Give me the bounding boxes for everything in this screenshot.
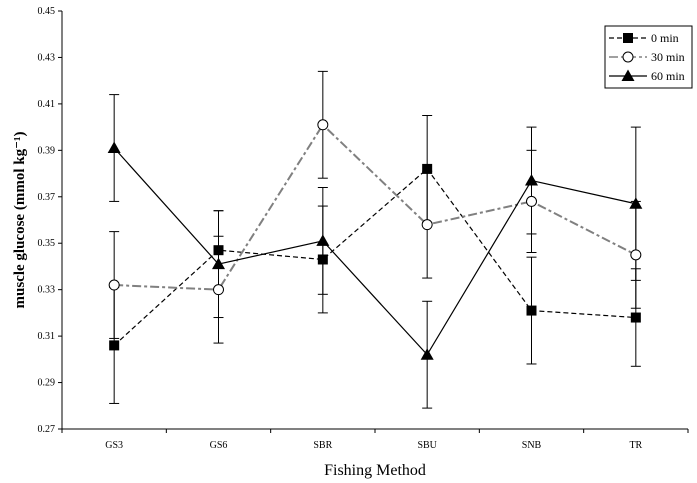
legend-label: 30 min bbox=[651, 50, 685, 64]
marker-triangle bbox=[420, 348, 434, 360]
y-tick-label: 0.33 bbox=[38, 285, 56, 296]
y-tick-label: 0.29 bbox=[38, 378, 56, 389]
y-tick-label: 0.41 bbox=[38, 99, 56, 110]
y-tick-label: 0.31 bbox=[38, 331, 56, 342]
marker-circle bbox=[317, 119, 329, 131]
series-line bbox=[114, 123, 637, 291]
error-bars bbox=[109, 115, 641, 404]
marker-circle bbox=[622, 51, 634, 63]
marker-triangle bbox=[212, 257, 225, 270]
series-points bbox=[107, 141, 643, 360]
axes: 0.27 0.29 0.31 0.33 0.35 0.37 0.39 0.41 0.43 0.45… bbox=[38, 6, 689, 451]
series-line bbox=[113, 147, 636, 356]
y-tick-label: 0.37 bbox=[38, 192, 56, 203]
x-tick-label: SBU bbox=[417, 440, 437, 451]
y-tick-label: 0.45 bbox=[38, 6, 56, 17]
y-tick-label: 0.35 bbox=[38, 238, 56, 249]
error-bars bbox=[109, 94, 641, 409]
marker-square bbox=[526, 305, 537, 316]
marker-circle bbox=[526, 195, 537, 207]
y-tick-label: 0.43 bbox=[38, 52, 56, 63]
legend-label: 60 min bbox=[651, 69, 685, 83]
series-line bbox=[113, 168, 636, 346]
x-tick-label: GS3 bbox=[105, 440, 123, 451]
marker-square bbox=[422, 163, 433, 174]
marker-square bbox=[213, 245, 224, 256]
marker-circle bbox=[630, 249, 642, 261]
x-tick-label: SBR bbox=[313, 440, 332, 451]
marker-triangle bbox=[629, 197, 643, 209]
marker-circle bbox=[213, 284, 224, 296]
marker-triangle bbox=[316, 234, 330, 246]
y-tick-label: 0.39 bbox=[38, 145, 56, 156]
series-points bbox=[109, 163, 641, 351]
marker-circle bbox=[421, 219, 433, 231]
marker-square bbox=[317, 254, 328, 265]
marker-triangle bbox=[107, 141, 121, 154]
marker-square bbox=[623, 33, 633, 43]
marker-triangle bbox=[621, 69, 635, 81]
x-tick-label: TR bbox=[629, 440, 642, 451]
x-tick-label: SNB bbox=[522, 440, 542, 451]
x-axis-title: Fishing Method bbox=[324, 462, 426, 479]
marker-square bbox=[630, 312, 641, 323]
legend-box bbox=[604, 25, 693, 89]
error-bars bbox=[109, 70, 641, 344]
marker-circle bbox=[108, 279, 120, 291]
y-tick-label: 0.27 bbox=[38, 424, 56, 435]
series-layer bbox=[107, 70, 643, 409]
y-axis-title: muscle glucose (mmol kg⁻¹) bbox=[12, 132, 28, 309]
x-tick-label: GS6 bbox=[210, 440, 228, 451]
marker-triangle bbox=[525, 174, 538, 186]
legend: 0 min 30 min 60 min bbox=[604, 25, 693, 89]
marker-square bbox=[109, 340, 120, 351]
series-points bbox=[108, 119, 642, 296]
legend-label: 0 min bbox=[651, 31, 679, 45]
